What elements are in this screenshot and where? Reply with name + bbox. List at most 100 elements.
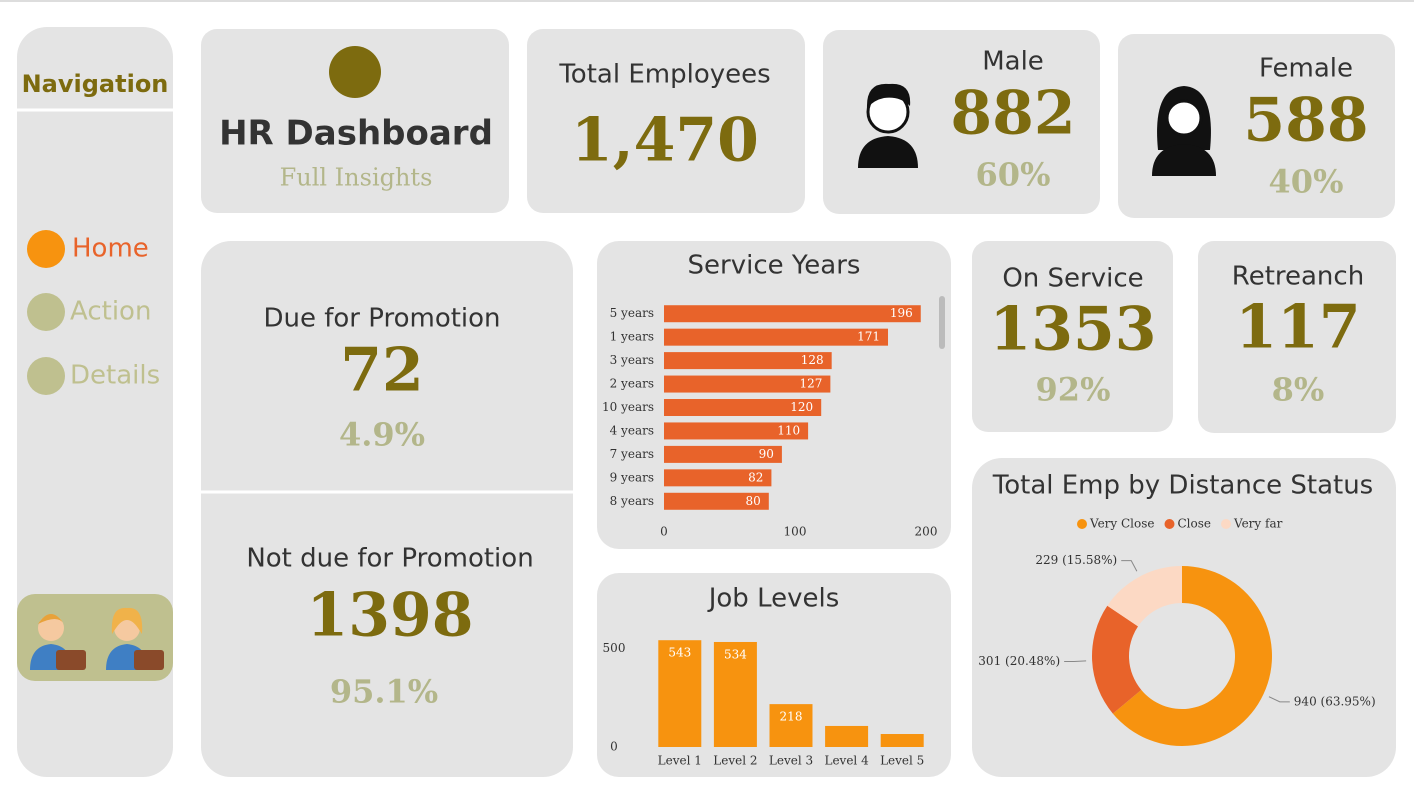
y-tick-label: 9 years — [610, 470, 654, 484]
chart-panel — [972, 458, 1396, 777]
kpi-panel — [527, 29, 805, 213]
kpi-percent: 8% — [1272, 371, 1325, 409]
donut-slice — [1107, 566, 1182, 627]
y-tick-label: 10 years — [602, 400, 654, 414]
kpi-percent: 4.9% — [339, 416, 425, 454]
bar — [658, 640, 702, 747]
bar — [825, 725, 869, 747]
x-tick-label: Level 3 — [769, 754, 813, 768]
data-label: 940 (63.95%) — [1294, 694, 1376, 708]
nav-dot[interactable] — [27, 230, 65, 268]
y-tick-label: 7 years — [610, 447, 654, 461]
data-label: 90 — [759, 447, 774, 461]
bar — [664, 375, 831, 393]
x-tick-label: Level 2 — [713, 754, 757, 768]
nav-panel — [17, 27, 173, 777]
kpi-percent: 95.1% — [330, 673, 438, 711]
kpi-value: 117 — [1235, 293, 1360, 363]
bar — [880, 734, 924, 747]
nav-dot[interactable] — [27, 293, 65, 331]
x-tick-label: 100 — [784, 525, 807, 539]
legend-swatch — [1221, 519, 1232, 529]
kpi-label: Due for Promotion — [263, 304, 500, 334]
x-tick-label: 0 — [660, 525, 668, 539]
nav-item[interactable]: Details — [70, 361, 160, 391]
kpi-label: Total Employees — [558, 60, 770, 90]
kpi-value: 588 — [1243, 86, 1368, 156]
dashboard-title: HR Dashboard — [219, 114, 493, 154]
data-label: 127 — [799, 377, 822, 391]
data-label: 171 — [857, 330, 880, 344]
nav-item[interactable]: Action — [70, 297, 151, 327]
data-label: 120 — [790, 400, 813, 414]
x-tick-label: Level 4 — [824, 754, 869, 768]
nav-item[interactable]: Home — [72, 234, 149, 264]
kpi-value: 882 — [950, 79, 1075, 149]
y-tick-label: 1 years — [610, 330, 654, 344]
y-tick-label: 500 — [603, 641, 626, 655]
kpi-value: 72 — [340, 336, 424, 406]
bar — [664, 328, 889, 346]
bar — [664, 399, 822, 416]
y-tick-label: 4 years — [610, 423, 654, 437]
leader-line — [1268, 696, 1290, 703]
kpi-panel — [1198, 241, 1396, 433]
bar — [664, 352, 832, 370]
chart-title: Job Levels — [707, 584, 840, 614]
kpi-label: On Service — [1002, 264, 1143, 294]
legend-label: Very Close — [1089, 517, 1155, 531]
bar — [664, 469, 772, 487]
data-label: 196 — [890, 306, 913, 320]
kpi-label: Not due for Promotion — [246, 544, 533, 574]
chart-title: Total Emp by Distance Status — [992, 471, 1373, 501]
kpi-percent: 40% — [1269, 163, 1344, 201]
legend-label: Close — [1178, 517, 1212, 531]
scrollbar[interactable] — [939, 296, 945, 349]
kpi-value: 1,470 — [571, 106, 759, 176]
donut-slice — [1091, 605, 1142, 714]
legend-swatch — [1077, 519, 1087, 529]
data-label: 82 — [748, 470, 763, 484]
promotion-panel — [201, 241, 573, 777]
legend-label: Very far — [1233, 517, 1283, 531]
people-illustration — [17, 594, 173, 681]
dashboard-subtitle: Full Insights — [280, 164, 433, 192]
nav-title: Navigation — [22, 70, 169, 98]
data-label: 110 — [777, 423, 800, 437]
x-tick-label: Level 1 — [658, 754, 702, 768]
y-tick-label: 5 years — [610, 306, 654, 320]
x-tick-label: Level 5 — [880, 754, 924, 768]
data-label: 128 — [801, 353, 824, 367]
kpi-value: 1353 — [990, 295, 1157, 365]
header-panel — [201, 29, 509, 213]
top-border — [0, 0, 1414, 2]
y-tick-label: 2 years — [610, 377, 654, 391]
leader-line — [1121, 560, 1138, 572]
data-label: 543 — [668, 646, 691, 660]
kpi-value: 1398 — [307, 581, 474, 651]
kpi-percent: 60% — [976, 156, 1051, 194]
data-label: 218 — [780, 710, 803, 724]
data-label: 80 — [746, 494, 761, 508]
legend-swatch — [1164, 519, 1175, 529]
chart-title: Service Years — [688, 251, 861, 281]
male-icon — [858, 83, 918, 168]
leader-line — [1064, 660, 1087, 663]
x-tick-label: 200 — [915, 525, 938, 539]
kpi-label: Male — [982, 47, 1044, 77]
y-tick-label: 3 years — [610, 353, 654, 367]
kpi-panel — [972, 241, 1173, 432]
bar — [664, 445, 782, 463]
bar — [713, 641, 757, 747]
y-tick-label: 8 years — [610, 494, 654, 508]
bar — [664, 492, 769, 510]
female-icon — [1152, 86, 1216, 176]
data-label: 534 — [724, 647, 747, 661]
donut-slice — [1112, 566, 1273, 747]
data-label: 301 (20.48%) — [978, 654, 1060, 668]
nav-dot[interactable] — [27, 357, 65, 395]
bar — [769, 704, 813, 747]
data-label: 229 (15.58%) — [1035, 553, 1117, 567]
bar — [664, 422, 809, 440]
